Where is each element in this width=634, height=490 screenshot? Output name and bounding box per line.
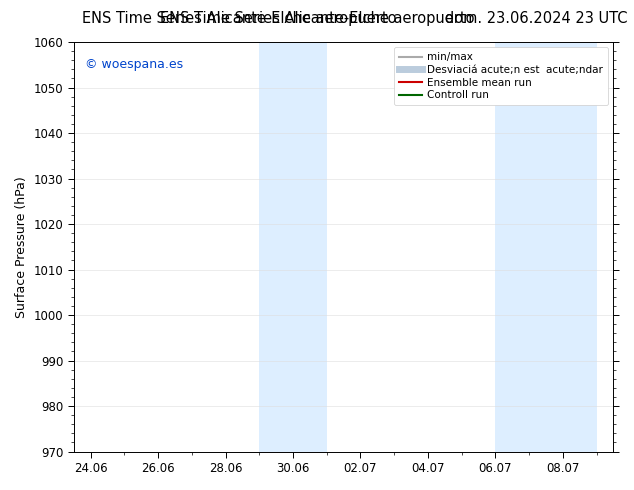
Bar xyxy=(293,42,327,452)
Legend: min/max, Desviaciá acute;n est  acute;ndar, Ensemble mean run, Controll run: min/max, Desviaciá acute;n est acute;nda… xyxy=(394,47,608,105)
Text: ENS Time Series Alicante-Elche aeropuerto: ENS Time Series Alicante-Elche aeropuert… xyxy=(160,11,474,26)
Text: dom. 23.06.2024 23 UTC: dom. 23.06.2024 23 UTC xyxy=(445,11,628,26)
Bar xyxy=(563,42,597,452)
Bar xyxy=(495,42,529,452)
Bar xyxy=(529,42,563,452)
Y-axis label: Surface Pressure (hPa): Surface Pressure (hPa) xyxy=(15,176,28,318)
Text: © woespana.es: © woespana.es xyxy=(84,58,183,72)
Bar xyxy=(259,42,293,452)
Text: ENS Time Series Alicante-Elche aeropuerto: ENS Time Series Alicante-Elche aeropuert… xyxy=(82,11,397,26)
